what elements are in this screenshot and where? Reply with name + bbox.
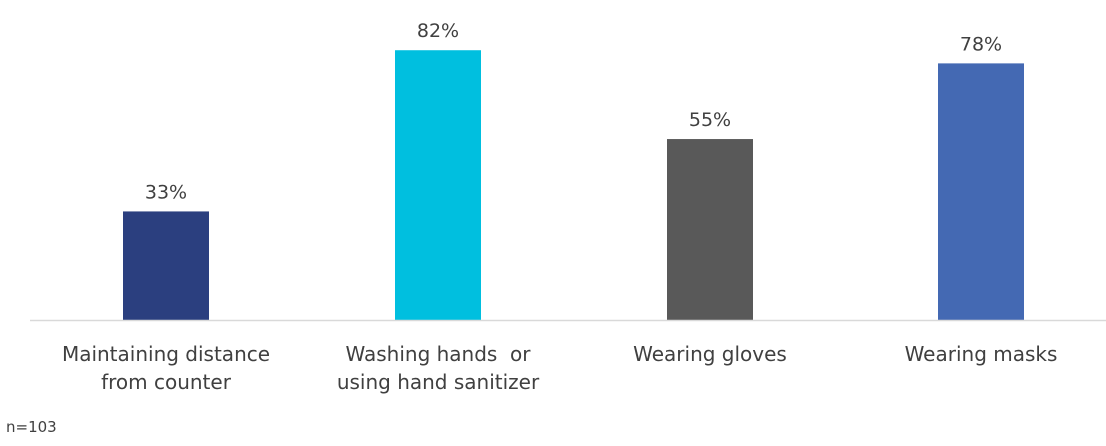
bars-group bbox=[123, 50, 1024, 320]
bar-wearing-gloves bbox=[667, 139, 753, 320]
bar-wearing-masks bbox=[938, 63, 1024, 320]
value-label-maintaining-distance: 33% bbox=[145, 181, 187, 203]
value-label-wearing-gloves: 55% bbox=[689, 109, 731, 131]
category-labels-group: Maintaining distance from counter Washing … bbox=[62, 342, 1057, 394]
value-label-washing-hands: 82% bbox=[417, 20, 459, 42]
category-label-washing-hands: Washing hands or using hand sanitizer bbox=[337, 342, 540, 394]
bar-washing-hands bbox=[395, 50, 481, 320]
sample-size-note: n=103 bbox=[6, 418, 57, 436]
value-label-wearing-masks: 78% bbox=[960, 33, 1002, 55]
value-labels-group: 33% 82% 55% 78% bbox=[145, 20, 1002, 203]
bar-maintaining-distance bbox=[123, 211, 209, 320]
category-label-maintaining-distance: Maintaining distance from counter bbox=[62, 342, 270, 394]
category-label-wearing-gloves: Wearing gloves bbox=[633, 342, 787, 366]
category-label-wearing-masks: Wearing masks bbox=[905, 342, 1058, 366]
